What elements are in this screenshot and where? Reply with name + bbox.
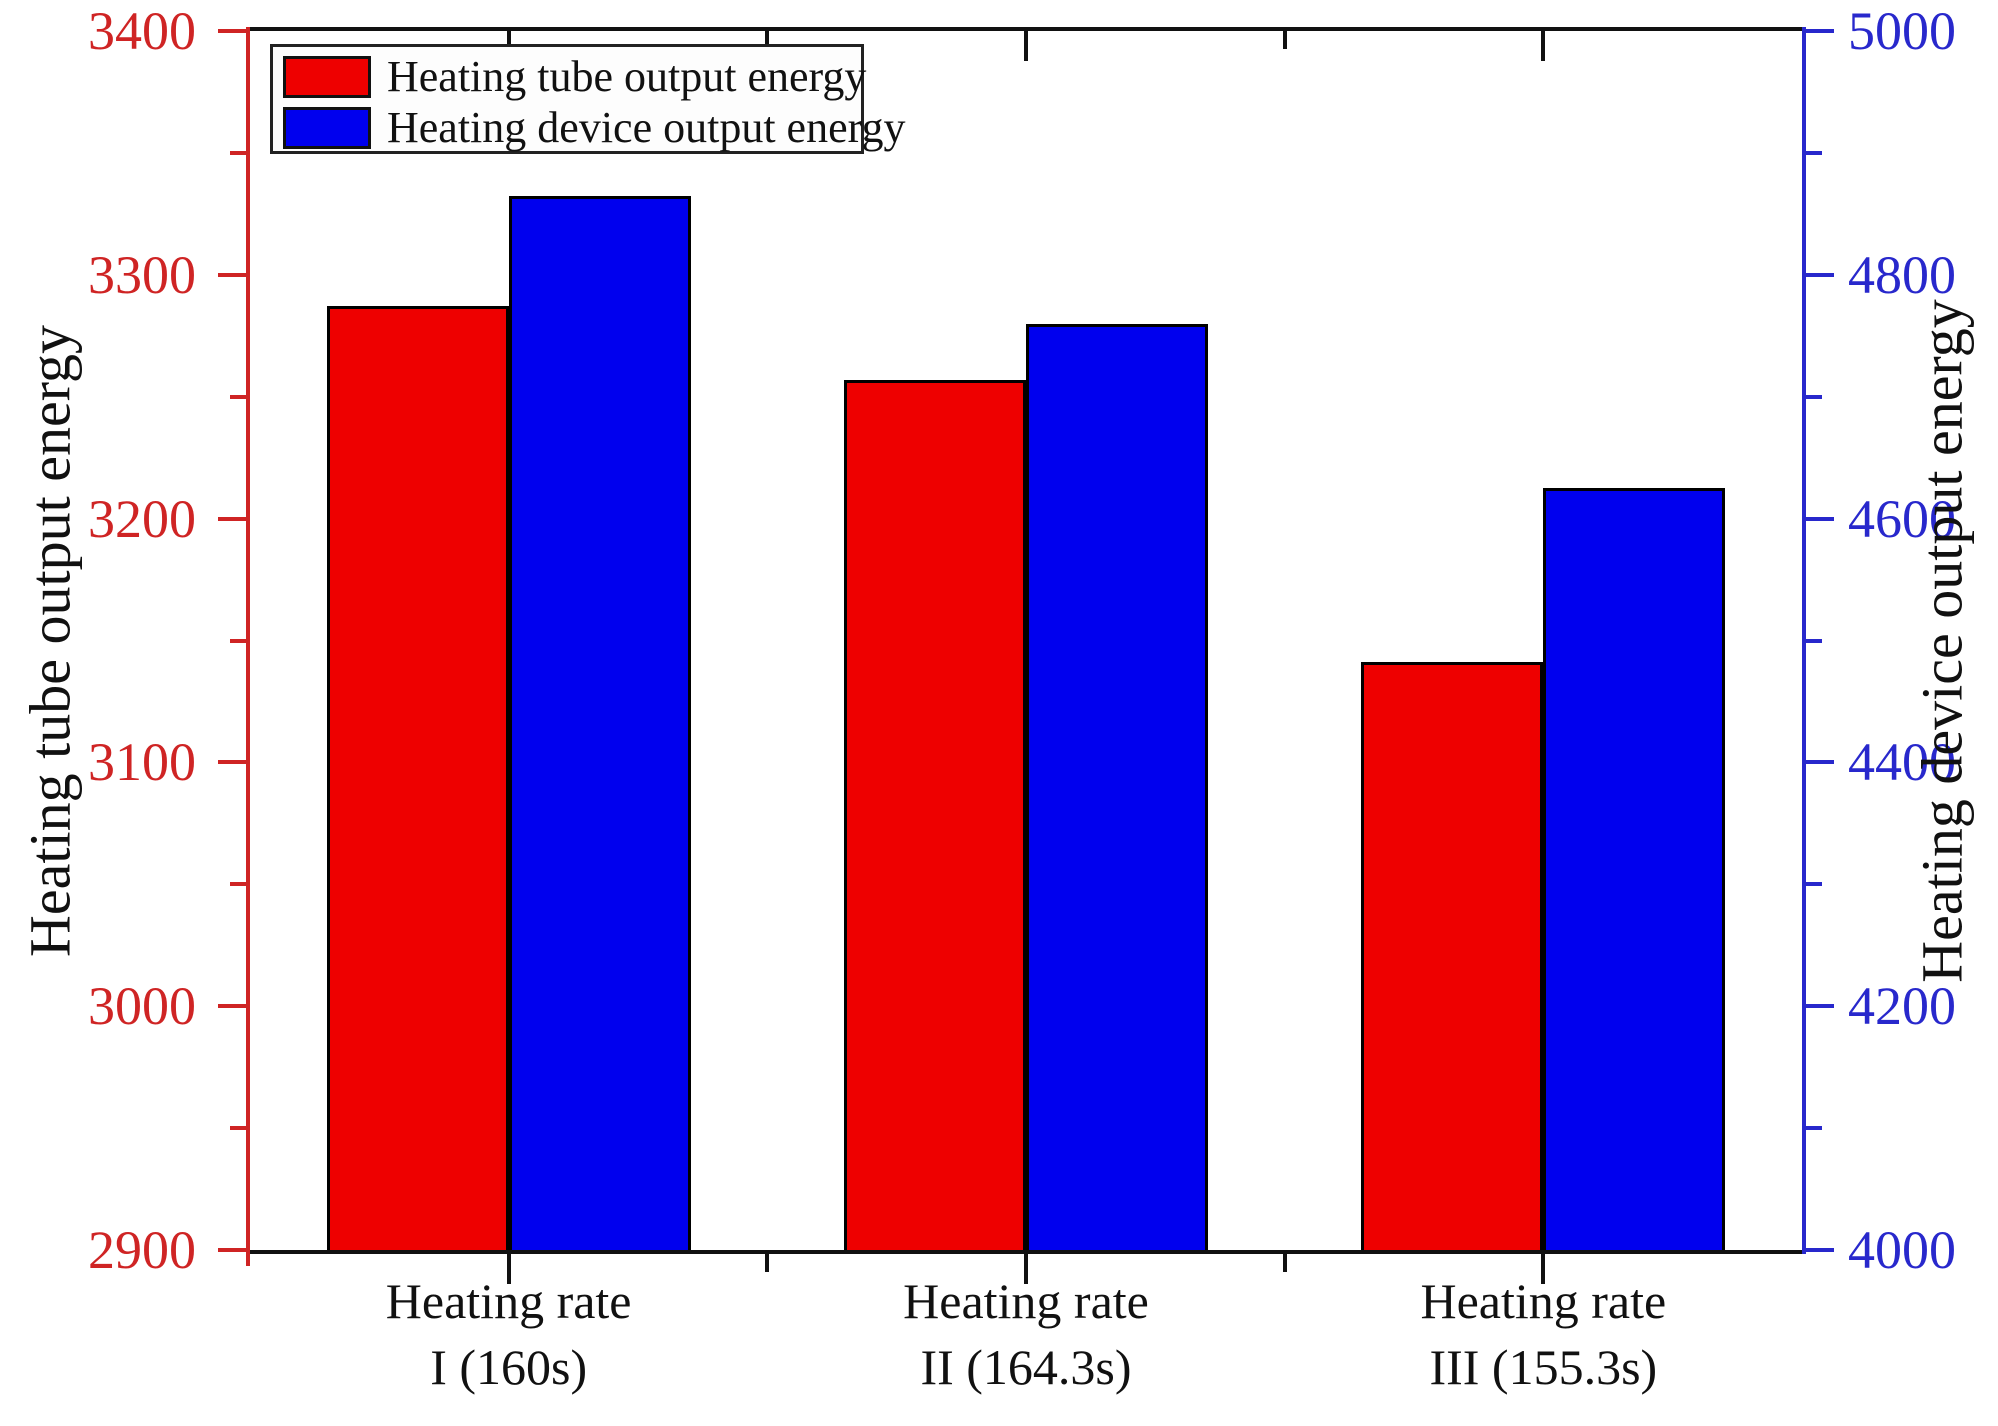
right-y-tick-label: 4400: [1848, 732, 1956, 793]
x-minor-tick-top: [1282, 31, 1287, 49]
left-y-minor-tick: [230, 394, 246, 399]
left-y-tick-label: 3300: [88, 244, 196, 305]
left-y-major-tick: [218, 29, 246, 33]
left-y-tick-label: 3400: [88, 1, 196, 61]
left-y-minor-tick: [230, 150, 246, 155]
right-y-tick-label: 4800: [1848, 244, 1956, 305]
right-y-tick-label: 4600: [1848, 488, 1956, 549]
legend-item-device: Heating device output energy: [283, 102, 905, 153]
right-y-major-tick: [1806, 272, 1834, 277]
right-y-major-tick: [1806, 760, 1834, 765]
x-major-tick-top: [1541, 31, 1546, 61]
left-y-axis-line: [246, 27, 250, 1266]
left-y-minor-tick: [230, 1126, 246, 1131]
x-category-line2: II (164.3s): [920, 1339, 1132, 1395]
right-y-tick-label: 4200: [1848, 976, 1956, 1037]
left-y-minor-tick: [230, 882, 246, 887]
left-y-tick-label: 3200: [88, 488, 196, 549]
legend: Heating tube output energy Heating devic…: [270, 44, 905, 154]
right-y-major-tick: [1806, 1004, 1834, 1009]
right-y-axis-line: [1802, 27, 1806, 1254]
right-y-minor-tick: [1806, 638, 1822, 643]
left-y-major-tick: [218, 272, 246, 277]
x-minor-tick-bottom: [765, 1254, 770, 1272]
x-major-tick-bottom: [506, 1254, 511, 1284]
x-minor-tick-top: [765, 31, 770, 49]
bar-heating-tube-2: [844, 379, 1026, 1254]
left-y-major-tick: [218, 1248, 246, 1252]
bar-heating-tube-3: [1361, 662, 1544, 1254]
legend-item-tube: Heating tube output energy: [283, 51, 866, 102]
legend-label: Heating tube output energy: [387, 52, 867, 101]
x-category-label-1: Heating rate I (160s): [289, 1268, 729, 1400]
top-axis-line: [246, 27, 1806, 31]
x-major-tick-bottom: [1024, 1254, 1028, 1284]
x-category-line2: III (155.3s): [1429, 1339, 1658, 1395]
left-y-tick-label: 3000: [88, 976, 196, 1037]
right-y-major-tick: [1806, 1248, 1834, 1252]
right-y-tick-label: 5000: [1848, 1, 1956, 61]
legend-swatch-red: [283, 55, 371, 98]
right-y-minor-tick: [1806, 150, 1822, 155]
right-y-minor-tick: [1806, 1126, 1822, 1131]
bar-heating-device-2: [1026, 323, 1208, 1254]
legend-swatch-blue: [283, 106, 371, 149]
x-category-label-2: Heating rate II (164.3s): [806, 1268, 1246, 1400]
right-y-tick-label: 4000: [1848, 1220, 1956, 1280]
bar-heating-device-3: [1543, 488, 1726, 1254]
right-y-major-tick: [1806, 516, 1834, 521]
x-major-tick-bottom: [1541, 1254, 1546, 1284]
right-y-major-tick: [1806, 29, 1834, 33]
left-y-tick-label: 3100: [88, 732, 196, 793]
bar-heating-device-1: [508, 195, 691, 1254]
x-category-label-3: Heating rate III (155.3s): [1323, 1268, 1763, 1400]
bar-heating-tube-1: [326, 306, 509, 1254]
right-y-minor-tick: [1806, 882, 1822, 887]
x-category-line2: I (160s): [430, 1339, 588, 1395]
left-y-major-tick: [218, 516, 246, 521]
left-y-tick-label: 2900: [88, 1220, 196, 1280]
left-y-major-tick: [218, 1004, 246, 1009]
x-minor-tick-bottom: [1282, 1254, 1287, 1272]
legend-label: Heating device output energy: [387, 103, 906, 152]
left-y-axis-title: Heating tube output energy: [17, 324, 83, 957]
left-y-minor-tick: [230, 638, 246, 643]
x-axis-line: [246, 1250, 1806, 1254]
right-y-axis-title: Heating device output energy: [1909, 298, 1975, 983]
right-y-minor-tick: [1806, 394, 1822, 399]
x-major-tick-top: [1024, 31, 1028, 61]
left-y-major-tick: [218, 760, 246, 765]
